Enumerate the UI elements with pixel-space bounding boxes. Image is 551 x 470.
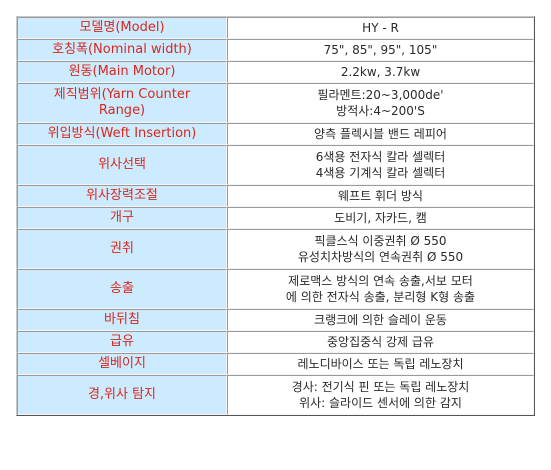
spec-label-cell: 원동(Main Motor): [17, 61, 227, 83]
spec-label-text: 권취: [110, 241, 134, 256]
spec-label-cell: 급유: [17, 331, 227, 353]
spec-value-text: 도비기, 자카드, 캠: [334, 211, 427, 225]
spec-value-text: HY - R: [362, 21, 399, 35]
spec-value-text: 방적사:4~200'S: [336, 104, 425, 118]
spec-row: 호칭폭(Nominal width) 75", 85", 95", 105": [17, 39, 534, 61]
spec-value-text: 75", 85", 95", 105": [323, 43, 438, 57]
spec-row: 제직범위(Yarn Counter Range) 필라멘트:20~3,000de' 방…: [17, 83, 534, 123]
spec-value-text: 필라멘트:20~3,000de': [317, 88, 444, 102]
spec-label-cell: 바뒤침: [17, 309, 227, 331]
spec-row: 위사장력조절 웨프트 휘더 방식: [17, 185, 534, 207]
spec-label-cell: 송출: [17, 269, 227, 309]
spec-table-body: 모델명(Model) HY - R 호칭폭(Nominal width) 75", 8…: [17, 17, 534, 415]
spec-label-text: 개구: [110, 210, 134, 225]
spec-value-text: 6색용 전자식 칼라 셀렉터: [315, 150, 446, 164]
spec-value-cell: 크랭크에 의한 슬레이 운동: [227, 309, 534, 331]
spec-value-text: 2.2kw, 3.7kw: [340, 65, 421, 79]
spec-value-cell: 75", 85", 95", 105": [227, 39, 534, 61]
spec-row: 권취 픽클스식 이중권취 Ø 550 유성치차방식의 연속권취 Ø 550: [17, 229, 534, 269]
spec-label-cell: 제직범위(Yarn Counter Range): [17, 83, 227, 123]
spec-value-text: 레노디바이스 또는 독립 레노장치: [297, 357, 464, 371]
spec-value-cell: 픽클스식 이중권취 Ø 550 유성치차방식의 연속권취 Ø 550: [227, 229, 534, 269]
spec-value-text: 위사: 슬라이드 센서에 의한 감지: [299, 396, 462, 410]
spec-label-text: 바뒤침: [104, 312, 140, 327]
spec-table: 모델명(Model) HY - R 호칭폭(Nominal width) 75", 8…: [16, 16, 535, 416]
spec-value-cell: 필라멘트:20~3,000de' 방적사:4~200'S: [227, 83, 534, 123]
spec-label-text: 급유: [110, 334, 134, 349]
spec-label-text: 모델명(Model): [79, 20, 165, 35]
spec-label-cell: 위입방식(Weft Insertion): [17, 123, 227, 145]
spec-row: 셀베이지 레노디바이스 또는 독립 레노장치: [17, 353, 534, 375]
spec-value-text: 웨프트 휘더 방식: [338, 189, 423, 203]
spec-value-text: 중앙집중식 강제 급유: [327, 335, 434, 349]
spec-label-text: 위사장력조절: [86, 188, 158, 203]
spec-row: 위사선택 6색용 전자식 칼라 셀렉터 4색용 기계식 칼라 셀렉터: [17, 145, 534, 185]
spec-row: 급유 중앙집중식 강제 급유: [17, 331, 534, 353]
spec-value-cell: 도비기, 자카드, 캠: [227, 207, 534, 229]
spec-label-text: 위입방식(Weft Insertion): [47, 126, 197, 141]
spec-row: 원동(Main Motor) 2.2kw, 3.7kw: [17, 61, 534, 83]
spec-label-cell: 호칭폭(Nominal width): [17, 39, 227, 61]
spec-row: 바뒤침 크랭크에 의한 슬레이 운동: [17, 309, 534, 331]
spec-value-text: 제로맥스 방식의 연속 송출,서보 모터: [288, 274, 473, 288]
spec-label-cell: 위사장력조절: [17, 185, 227, 207]
spec-label-text: 경,위사 탐지: [87, 387, 157, 402]
spec-label-text: 호칭폭(Nominal width): [52, 42, 192, 57]
spec-row: 개구 도비기, 자카드, 캠: [17, 207, 534, 229]
spec-label-text: Range): [98, 103, 146, 118]
spec-value-text: 픽클스식 이중권취 Ø 550: [314, 234, 447, 248]
spec-label-cell: 모델명(Model): [17, 17, 227, 39]
spec-value-text: 유성치차방식의 연속권취 Ø 550: [297, 250, 464, 264]
spec-label-text: 송출: [110, 281, 134, 296]
spec-value-text: 경사: 전기식 핀 또는 독립 레노장치: [291, 380, 470, 394]
spec-value-cell: 중앙집중식 강제 급유: [227, 331, 534, 353]
spec-value-text: 크랭크에 의한 슬레이 운동: [314, 313, 447, 327]
spec-label-cell: 권취: [17, 229, 227, 269]
spec-label-cell: 개구: [17, 207, 227, 229]
spec-value-text: 양측 플렉시블 밴드 레피어: [314, 127, 447, 141]
spec-row: 모델명(Model) HY - R: [17, 17, 534, 39]
spec-value-cell: 2.2kw, 3.7kw: [227, 61, 534, 83]
spec-label-cell: 위사선택: [17, 145, 227, 185]
spec-label-text: 제직범위(Yarn Counter: [53, 87, 191, 102]
spec-value-cell: 6색용 전자식 칼라 셀렉터 4색용 기계식 칼라 셀렉터: [227, 145, 534, 185]
spec-label-cell: 셀베이지: [17, 353, 227, 375]
spec-value-cell: HY - R: [227, 17, 534, 39]
spec-value-cell: 웨프트 휘더 방식: [227, 185, 534, 207]
spec-value-cell: 레노디바이스 또는 독립 레노장치: [227, 353, 534, 375]
spec-value-text: 에 의한 전자식 송출, 분리형 K형 송출: [285, 290, 476, 304]
spec-label-text: 셀베이지: [98, 356, 146, 371]
spec-row: 위입방식(Weft Insertion) 양측 플렉시블 밴드 레피어: [17, 123, 534, 145]
spec-value-cell: 양측 플렉시블 밴드 레피어: [227, 123, 534, 145]
spec-value-text: 4색용 기계식 칼라 셀렉터: [315, 166, 446, 180]
spec-label-text: 위사선택: [98, 157, 146, 172]
spec-label-cell: 경,위사 탐지: [17, 375, 227, 415]
spec-label-text: 원동(Main Motor): [68, 64, 176, 79]
